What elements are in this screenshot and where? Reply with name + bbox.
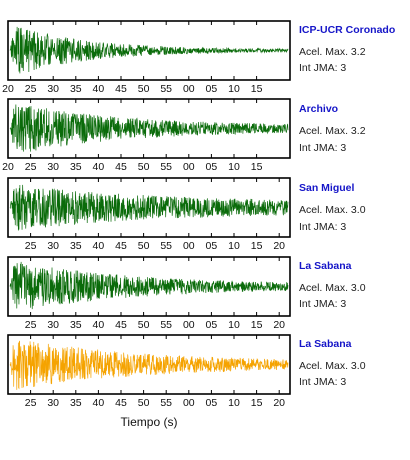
x-tick-label-3-8: 00 [183,240,195,252]
x-tick-label-1-12: 15 [251,83,263,95]
station-accel-2: Acel. Max. 3.2 [299,125,366,137]
x-tick-label-2-5: 40 [93,161,105,173]
x-tick-label-5-3: 35 [70,397,82,409]
x-tick-label-2-10: 05 [206,161,218,173]
station-accel-4: Acel. Max. 3.0 [299,282,366,294]
station-name-5: La Sabana [299,338,352,350]
x-tick-label-5-8: 00 [183,397,195,409]
station-jma-3: Int JMA: 3 [299,221,347,233]
x-tick-label-2-11: 10 [228,161,240,173]
trace-line-5 [9,340,289,390]
x-tick-label-5-2: 30 [47,397,59,409]
x-tick-label-3-9: 05 [206,240,218,252]
x-tick-label-4-3: 35 [70,319,82,331]
station-jma-2: Int JMA: 3 [299,142,347,154]
x-tick-label-3-12: 20 [273,240,285,252]
x-tick-label-4-12: 20 [273,319,285,331]
station-name-1: ICP-UCR Coronado [299,24,396,36]
x-tick-label-4-7: 55 [160,319,172,331]
seismogram-panel-3: 25 30 35 40 45 50 55 00 05 10 15 20 [7,177,291,252]
x-tick-label-1-6: 45 [115,83,127,95]
x-tick-label-1-5: 40 [93,83,105,95]
x-tick-label-2-9: 00 [183,161,195,173]
x-tick-label-1-3: 30 [47,83,59,95]
station-name-3: San Miguel [299,182,355,194]
x-tick-label-1-4: 35 [70,83,82,95]
x-tick-label-4-1: 25 [25,319,37,331]
x-tick-label-5-10: 10 [228,397,240,409]
station-accel-5: Acel. Max. 3.0 [299,360,366,372]
x-tick-label-2-2: 25 [25,161,37,173]
seismogram-panel-1: 20 25 30 35 40 45 50 55 00 05 10 15 [2,20,291,95]
x-tick-label-1-7: 50 [138,83,150,95]
x-tick-label-4-6: 50 [138,319,150,331]
x-tick-label-3-6: 50 [138,240,150,252]
trace-line-1 [9,26,289,74]
seismogram-panel-2: 20 25 30 35 40 45 50 55 00 05 10 15 [2,98,291,173]
x-tick-label-1-1: 20 [2,83,14,95]
x-tick-label-1-8: 55 [160,83,172,95]
station-accel-3: Acel. Max. 3.0 [299,204,366,216]
trace-line-2 [9,104,289,152]
x-tick-label-2-1: 20 [2,161,14,173]
station-jma-5: Int JMA: 3 [299,376,347,388]
x-tick-label-1-10: 05 [206,83,218,95]
panel-frame-4 [7,256,291,317]
x-tick-label-4-2: 30 [47,319,59,331]
panel-frame-3 [7,177,291,238]
x-tick-label-4-9: 05 [206,319,218,331]
x-tick-label-3-4: 40 [93,240,105,252]
x-tick-label-2-12: 15 [251,161,263,173]
x-tick-label-1-9: 00 [183,83,195,95]
x-tick-label-5-5: 45 [115,397,127,409]
x-tick-label-5-7: 55 [160,397,172,409]
station-accel-1: Acel. Max. 3.2 [299,46,366,58]
station-name-2: Archivo [299,103,339,115]
x-tick-label-5-1: 25 [25,397,37,409]
station-jma-4: Int JMA: 3 [299,298,347,310]
panel-frame-5 [7,334,291,395]
panel-frame-2 [7,98,291,159]
x-tick-label-4-4: 40 [93,319,105,331]
x-tick-label-3-11: 15 [251,240,263,252]
x-tick-label-3-5: 45 [115,240,127,252]
x-tick-label-4-11: 15 [251,319,263,331]
x-tick-label-2-4: 35 [70,161,82,173]
x-tick-label-5-11: 15 [251,397,263,409]
x-axis-title: Tiempo (s) [120,415,178,429]
x-tick-label-4-10: 10 [228,319,240,331]
panel-frame-1 [7,20,291,81]
x-tick-label-4-5: 45 [115,319,127,331]
x-tick-label-5-6: 50 [138,397,150,409]
x-tick-label-1-2: 25 [25,83,37,95]
x-tick-label-1-11: 10 [228,83,240,95]
x-tick-label-3-1: 25 [25,240,37,252]
x-tick-label-5-12: 20 [273,397,285,409]
x-tick-label-3-2: 30 [47,240,59,252]
x-tick-label-2-8: 55 [160,161,172,173]
seismogram-panel-5: 25 30 35 40 45 50 55 00 05 10 15 20 [7,334,291,409]
x-tick-label-3-3: 35 [70,240,82,252]
x-tick-label-5-4: 40 [93,397,105,409]
x-tick-label-4-8: 00 [183,319,195,331]
station-name-4: La Sabana [299,260,352,272]
station-jma-1: Int JMA: 3 [299,62,347,74]
x-tick-label-2-6: 45 [115,161,127,173]
x-tick-label-3-7: 55 [160,240,172,252]
seismogram-panel-4: 25 30 35 40 45 50 55 00 05 10 15 20 [7,256,291,331]
x-tick-label-3-10: 10 [228,240,240,252]
x-tick-label-2-7: 50 [138,161,150,173]
x-tick-label-2-3: 30 [47,161,59,173]
trace-line-3 [9,184,289,231]
trace-line-4 [9,261,289,310]
x-tick-label-5-9: 05 [206,397,218,409]
